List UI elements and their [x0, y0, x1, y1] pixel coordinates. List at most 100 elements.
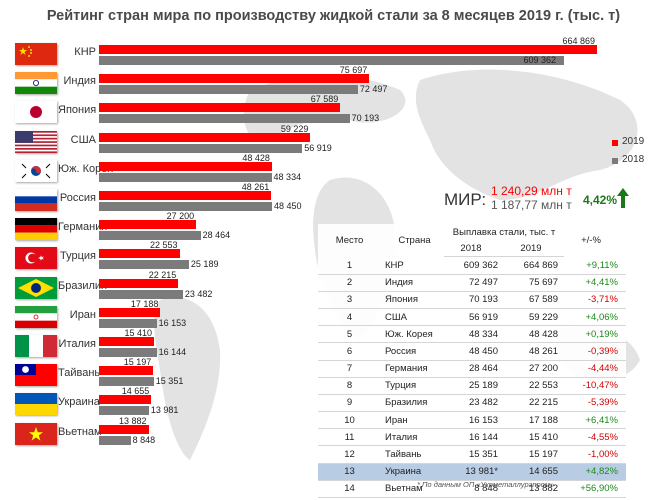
cell-rank: 5	[318, 325, 381, 344]
bar-2018	[99, 231, 201, 241]
country-label: Турция	[60, 250, 96, 263]
bar-2019	[99, 366, 154, 376]
table-row: 2 Индия 72 497 75 697 +4,41%	[318, 274, 626, 292]
bar-2019	[99, 424, 149, 434]
cell-2018: 72 497	[444, 274, 504, 292]
italy-flag-icon	[15, 335, 57, 357]
header-change: +/-%	[581, 234, 601, 246]
iran-flag-icon	[15, 305, 57, 328]
cell-rank: 3	[318, 291, 381, 309]
cell-change: -4,44%	[564, 360, 626, 378]
value-label-2018: 28 464	[202, 230, 231, 241]
value-label-2018: 23 482	[184, 288, 213, 299]
cell-change: +4,06%	[564, 308, 626, 327]
cell-country: Юж. Корея	[381, 325, 444, 344]
cell-change: -5,39%	[564, 394, 626, 413]
cell-country: Вьетнам	[381, 480, 444, 499]
cell-change: +4,82%	[564, 463, 626, 481]
value-label-2018: 16 153	[158, 317, 187, 328]
value-label-2018: 13 981	[150, 405, 179, 416]
world-total-2018: 1 187,77 млн т	[491, 198, 572, 212]
cell-change: +56,90%	[564, 480, 626, 499]
cell-rank: 12	[318, 445, 381, 464]
value-label-2018: 48 450	[273, 201, 302, 211]
table-row: 7 Германия 28 464 27 200 -4,44%	[318, 360, 626, 378]
cell-2019: 48 428	[504, 325, 564, 344]
bar-2018	[99, 289, 183, 299]
cell-2018: 48 334	[444, 325, 504, 344]
header-rank: Место	[335, 234, 364, 246]
cell-rank: 6	[318, 342, 381, 361]
cell-rank: 10	[318, 411, 381, 430]
cell-country: Япония	[381, 291, 444, 309]
table-row: 13 Украина 13 981* 14 655 +4,82%	[318, 463, 626, 481]
bar-2019	[99, 395, 152, 405]
turkey-flag-icon	[15, 247, 57, 270]
cell-rank: 1	[318, 256, 381, 275]
cell-country: Иран	[381, 411, 444, 430]
bar-2019	[99, 45, 597, 54]
india-flag-icon	[15, 72, 57, 95]
value-label-2019: 48 428	[242, 152, 270, 163]
bar-2019	[99, 191, 272, 200]
cell-country: Италия	[381, 428, 444, 447]
brazil-flag-icon	[15, 276, 57, 299]
germany-flag-icon	[15, 218, 57, 241]
japan-flag-icon	[15, 101, 57, 124]
country-label: Индия	[63, 75, 96, 88]
value-label-2018: 25 189	[190, 259, 219, 270]
cell-change: -10,47%	[564, 377, 626, 395]
cell-2019: 15 410	[504, 428, 564, 447]
china-flag-icon	[15, 43, 57, 65]
cell-rank: 14	[318, 480, 381, 499]
bar-2019	[99, 337, 154, 346]
cell-2019: 15 197	[504, 445, 564, 464]
cell-2019: 22 215	[504, 394, 564, 413]
cell-country: США	[381, 308, 444, 327]
table-row: 6 Россия 48 450 48 261 -0,39%	[318, 342, 626, 361]
legend-swatch-2018	[612, 158, 618, 164]
table-row: 11 Италия 16 144 15 410 -4,55%	[318, 428, 626, 447]
cell-2019: 664 869	[504, 256, 564, 275]
cell-country: КНР	[381, 256, 444, 275]
header-country: Страна	[398, 234, 431, 246]
country-label: США	[70, 133, 96, 146]
table-row: 1 КНР 609 362 664 869 +9,11%	[318, 256, 626, 275]
taiwan-flag-icon	[15, 364, 57, 387]
value-label-2018: 48 334	[273, 171, 302, 182]
country-label: Иран	[69, 308, 96, 321]
value-label-2019: 67 589	[310, 94, 339, 105]
cell-2019: 27 200	[504, 360, 564, 378]
table-row: 14 Вьетнам 8 848 13 882 +56,90%	[318, 480, 626, 499]
bar-2018	[99, 202, 272, 211]
bar-2019	[99, 74, 370, 84]
header-2018: 2018	[444, 240, 504, 258]
value-label-2018: 609 362	[523, 55, 556, 65]
country-label: Германия	[58, 221, 108, 234]
bar-2018	[99, 348, 157, 357]
world-change: 4,42%	[583, 193, 618, 207]
cell-change: +9,11%	[564, 256, 626, 275]
country-label: Юж. Корея	[58, 162, 114, 175]
cell-rank: 7	[318, 360, 381, 378]
country-label: Россия	[59, 192, 96, 204]
table-row: 10 Иран 16 153 17 188 +6,41%	[318, 411, 626, 430]
country-label: Бразилия	[58, 279, 108, 292]
cell-2019: 22 553	[504, 377, 564, 395]
cell-2018: 15 351	[444, 445, 504, 464]
world-label: МИР:	[444, 190, 487, 209]
value-label-2018: 56 919	[304, 142, 332, 153]
cell-rank: 8	[318, 377, 381, 395]
bar-2019	[99, 103, 341, 113]
value-label-2018: 70 193	[351, 113, 380, 124]
country-label: Япония	[58, 104, 97, 117]
cell-change: -0,39%	[564, 342, 626, 361]
cell-country: Индия	[381, 274, 444, 292]
cell-2019: 48 261	[504, 342, 564, 361]
country-label: Тайвань	[58, 367, 101, 380]
usa-flag-icon	[15, 130, 57, 153]
value-label-2019: 75 697	[339, 65, 368, 76]
cell-2018: 23 482	[444, 394, 504, 413]
value-label-2019: 27 200	[166, 211, 195, 222]
